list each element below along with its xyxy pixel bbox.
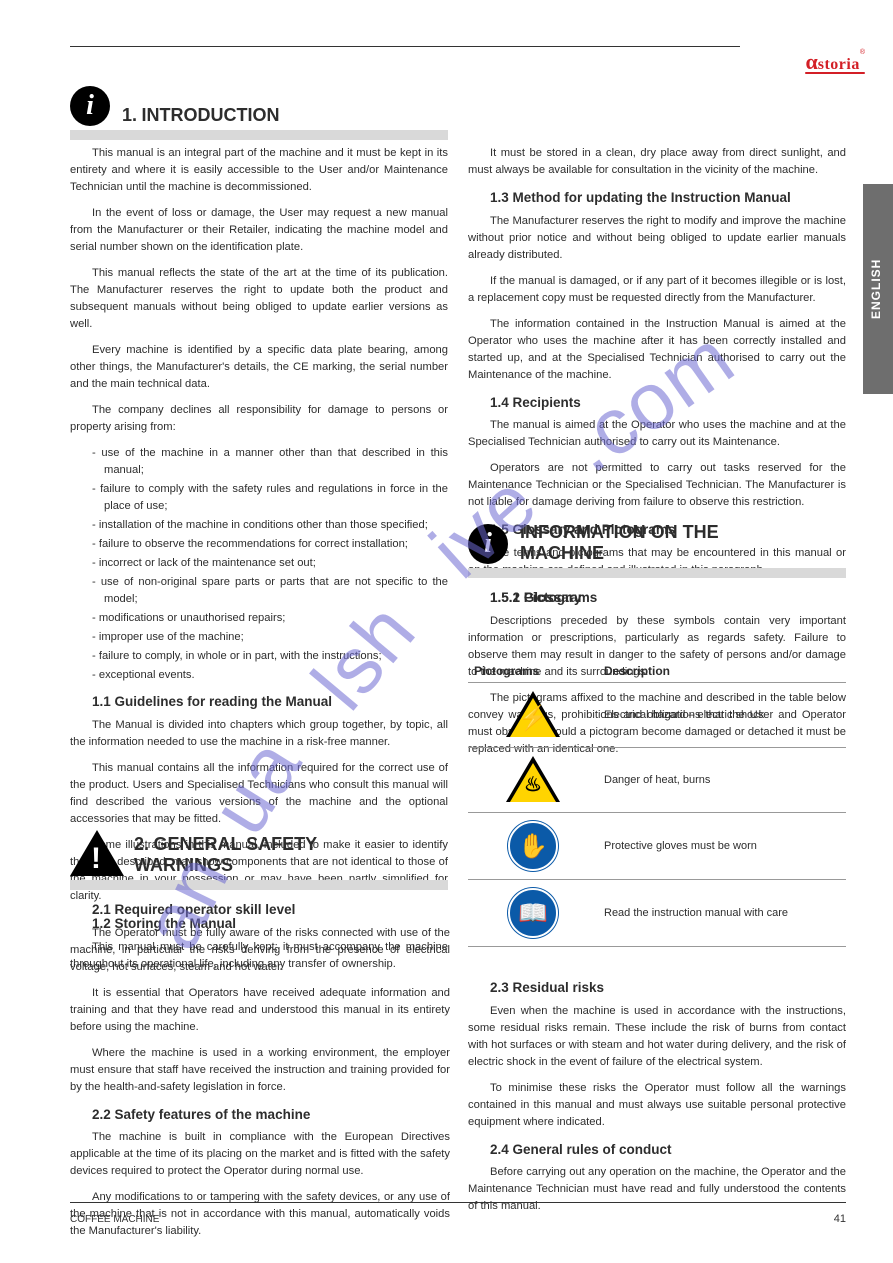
right-column-bottom: 2.3 Residual risks Even when the machine…	[468, 970, 846, 1224]
section-1-num: 1.	[122, 105, 137, 127]
table-row: ⚡ Electrical hazard – electric shock	[468, 683, 846, 748]
section-3-bar	[468, 568, 846, 578]
row-desc: Read the instruction manual with care	[598, 880, 846, 947]
section-2-bar	[70, 880, 448, 890]
footer-page-number: 41	[834, 1213, 846, 1225]
table-row: ♨ Danger of heat, burns	[468, 748, 846, 813]
row-desc: Protective gloves must be worn	[598, 813, 846, 880]
info-icon: i	[468, 524, 508, 564]
section-1-title: INTRODUCTION	[141, 105, 279, 127]
footer-rule	[70, 1202, 846, 1203]
intro-p4: Every machine is identified by a specifi…	[70, 342, 448, 393]
section-3-title1: INFORMATION ON THE	[520, 522, 719, 542]
row-desc: Electrical hazard – electric shock	[598, 683, 846, 748]
list-item: use of the machine in a manner other tha…	[92, 445, 448, 479]
logo-text: storia	[818, 56, 860, 73]
intro-p14: The manual is aimed at the Operator who …	[468, 417, 846, 451]
brand-logo: αstoria®	[805, 49, 865, 74]
list-item: use of non-original spare parts or parts…	[92, 574, 448, 608]
hot-surface-icon: ♨	[468, 748, 598, 813]
pictogram-table: Pictograms Description ⚡ Electrical haza…	[468, 660, 846, 947]
list-item: failure to comply with the safety rules …	[92, 481, 448, 515]
page: αstoria® ENGLISH i 1. INTRODUCTION This …	[0, 0, 893, 1263]
row-desc: Danger of heat, burns	[598, 748, 846, 813]
intro-p7: This manual contains all the information…	[70, 760, 448, 828]
warning-icon: !	[70, 828, 124, 876]
sub-2-4: 2.4 General rules of conduct	[468, 1140, 846, 1161]
list-item: improper use of the machine;	[92, 629, 448, 646]
s2-p4: The machine is built in compliance with …	[70, 1129, 450, 1180]
footer-left: COFFEE MACHINE	[70, 1214, 159, 1225]
section-1-header: i 1. INTRODUCTION	[70, 86, 450, 140]
sub-1-5-2: 1.5.2 Pictograms	[468, 588, 846, 609]
rb-p1: Even when the machine is used in accorda…	[468, 1003, 846, 1071]
table-row: ✋ Protective gloves must be worn	[468, 813, 846, 880]
s2-p3: Where the machine is used in a working e…	[70, 1045, 450, 1096]
intro-p13: The information contained in the Instruc…	[468, 316, 846, 384]
info-icon: i	[70, 86, 110, 126]
intro-p12: If the manual is damaged, or if any part…	[468, 273, 846, 307]
intro-p6: The Manual is divided into chapters whic…	[70, 717, 448, 751]
list-item: installation of the machine in condition…	[92, 517, 448, 534]
sub-2-3: 2.3 Residual risks	[468, 978, 846, 999]
section-3-title2: MACHINE	[520, 543, 604, 563]
s2-p1: The Operator must be fully aware of the …	[70, 925, 450, 976]
section-1-bar	[70, 130, 448, 140]
intro-p11: The Manufacturer reserves the right to m…	[468, 213, 846, 264]
gloves-icon: ✋	[468, 813, 598, 880]
table-row: 📖 Read the instruction manual with care	[468, 880, 846, 947]
section-2-header: ! 2. GENERAL SAFETY WARNINGS 2.1 Require…	[70, 828, 450, 1249]
rb-p2: To minimise these risks the Operator mus…	[468, 1080, 846, 1131]
intro-p5: The company declines all responsibility …	[70, 402, 448, 436]
list-item: exceptional events.	[92, 667, 448, 684]
top-rule	[70, 46, 740, 47]
side-tab-label: ENGLISH	[863, 184, 889, 394]
logo-cap: α	[805, 49, 817, 74]
sub-1-1: 1.1 Guidelines for reading the Manual	[70, 692, 448, 713]
section-2-num: 2.	[134, 834, 149, 854]
intro-p2: In the event of loss or damage, the User…	[70, 205, 448, 256]
section-2-title2: WARNINGS	[134, 855, 233, 875]
intro-p10: It must be stored in a clean, dry place …	[468, 145, 846, 179]
sub-1-4: 1.4 Recipients	[468, 393, 846, 414]
list-item: failure to comply, in whole or in part, …	[92, 648, 448, 665]
list-item: failure to observe the recommendations f…	[92, 536, 448, 553]
sub-2-1: 2.1 Required operator skill level	[70, 900, 450, 921]
table-h1: Pictograms	[468, 660, 598, 683]
intro-list: use of the machine in a manner other tha…	[70, 445, 448, 684]
intro-p15: Operators are not permitted to carry out…	[468, 460, 846, 511]
list-item: incorrect or lack of the maintenance set…	[92, 555, 448, 572]
intro-p3: This manual reflects the state of the ar…	[70, 265, 448, 333]
rb-p3: Before carrying out any operation on the…	[468, 1164, 846, 1215]
list-item: modifications or unauthorised repairs;	[92, 610, 448, 627]
read-manual-icon: 📖	[468, 880, 598, 947]
electric-hazard-icon: ⚡	[468, 683, 598, 748]
sub-1-3: 1.3 Method for updating the Instruction …	[468, 188, 846, 209]
section-2-title1: GENERAL SAFETY	[153, 834, 317, 854]
logo-reg: ®	[860, 49, 865, 56]
intro-p1: This manual is an integral part of the m…	[70, 145, 448, 196]
s2-p2: It is essential that Operators have rece…	[70, 985, 450, 1036]
side-language-tab: ENGLISH	[863, 184, 893, 394]
table-h2: Description	[598, 660, 846, 683]
sub-2-2: 2.2 Safety features of the machine	[70, 1105, 450, 1126]
